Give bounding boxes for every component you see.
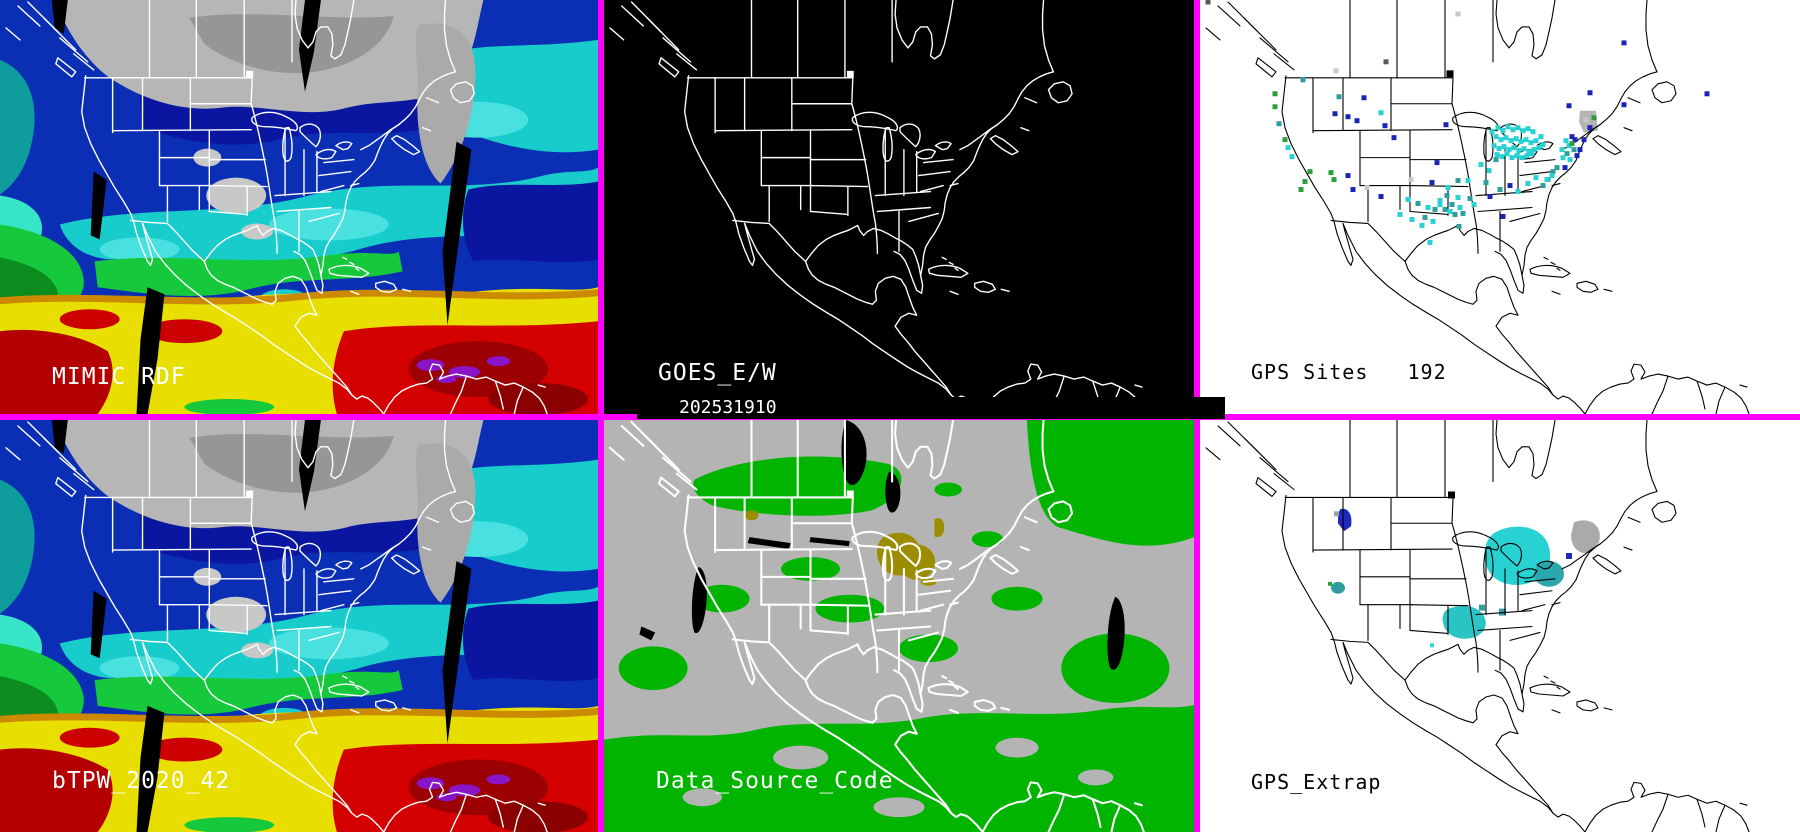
btpw-image [0,420,598,832]
gps-extrap-regions [1328,491,1600,648]
timestamp-text: 202531910 [679,397,777,418]
panel-gps-extrap: GPS_Extrap [1200,420,1800,832]
gps-site-dots [1205,0,1710,245]
mimic-rdf-image [0,0,598,414]
panel-label-data-source: Data_Source_Code [656,768,894,794]
timestamp-bar: 202531910 [637,397,1225,419]
site-marker [246,70,254,78]
panel-gps-sites: GPS Sites 192 [1200,0,1800,414]
site-marker [246,490,254,498]
panel-label-goes: GOES_E/W [658,360,777,386]
gps-extrap-map-image [1205,420,1750,832]
panel-label-gps-sites: GPS Sites 192 [1251,360,1447,384]
gps-sites-map-image [1205,0,1750,414]
data-source-image [604,420,1194,832]
panel-mimic-rdf: MIMIC RDF [0,0,598,414]
panel-label-gps-extrap: GPS_Extrap [1251,770,1382,794]
site-marker [846,70,854,78]
panel-goes-ew: GOES_E/W [604,0,1194,414]
panel-label-btpw: bTPW_2020_42 [52,768,231,794]
site-marker [846,490,854,498]
goes-map-image [609,0,1145,414]
panel-btpw: bTPW_2020_42 [0,420,598,832]
panel-data-source-code: Data_Source_Code [604,420,1194,832]
panel-label-mimic-rdf: MIMIC RDF [52,364,186,390]
